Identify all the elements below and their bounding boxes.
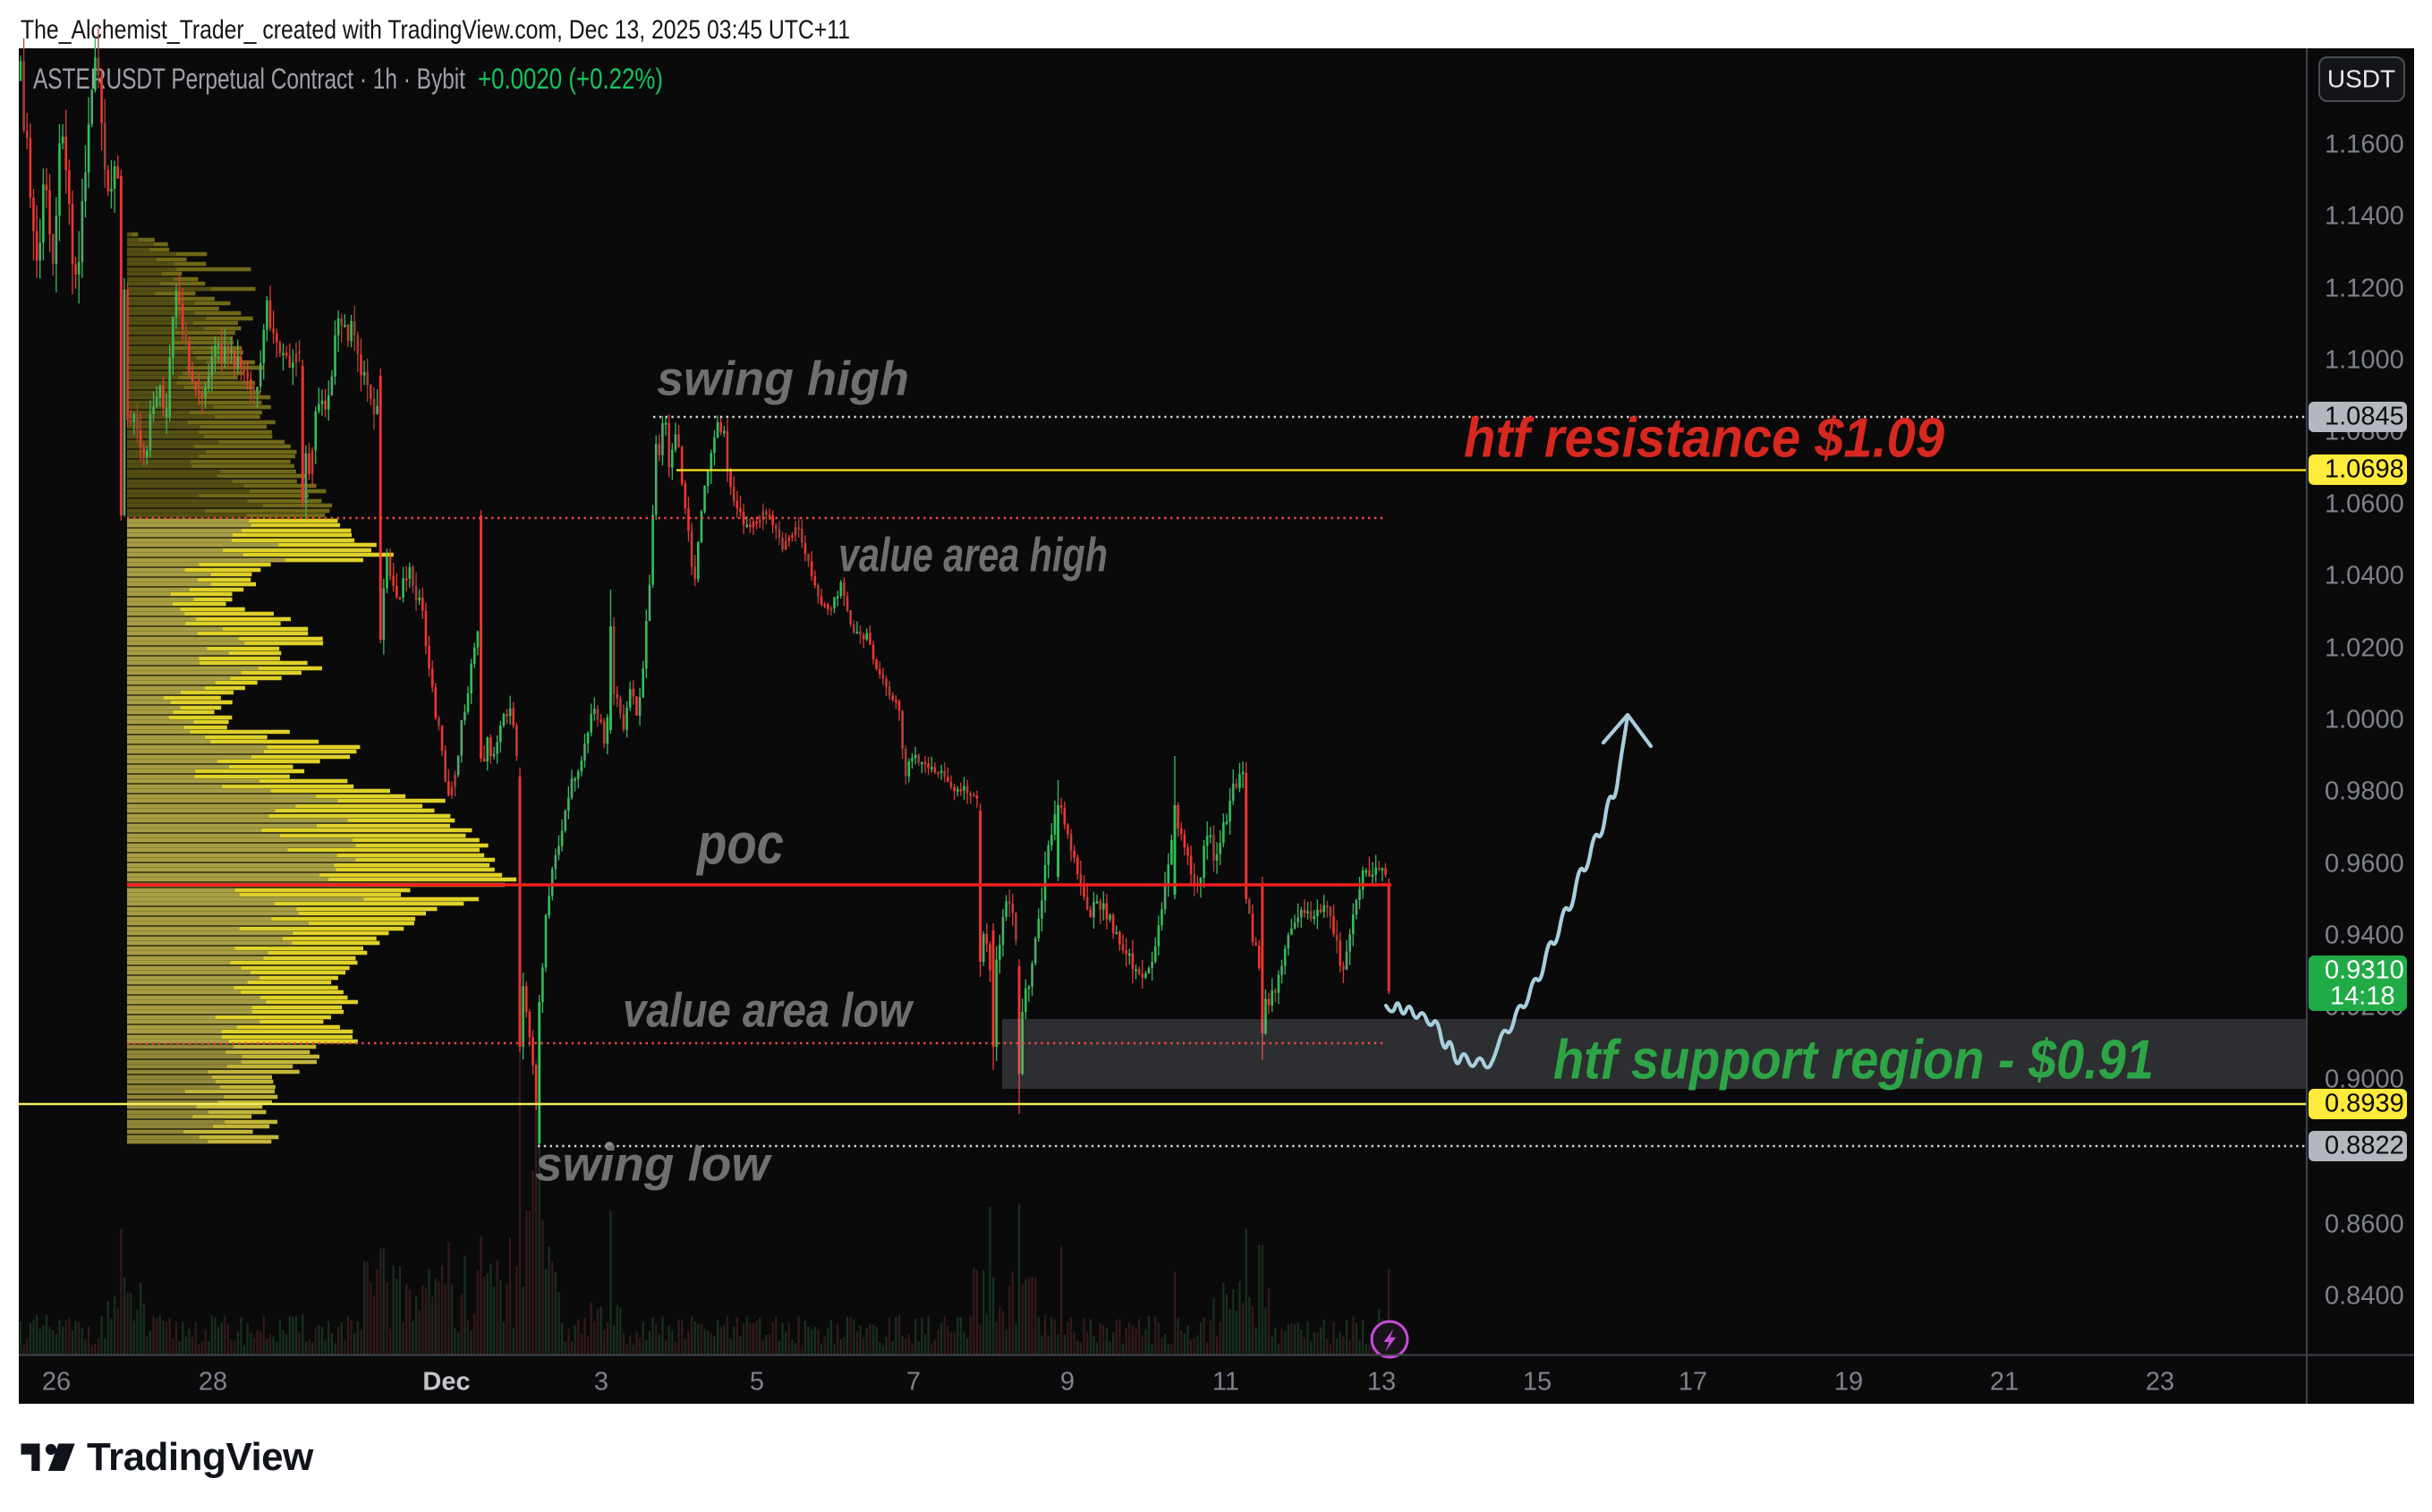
svg-text:0.9310: 0.9310 [2325,956,2404,985]
svg-text:0.9600: 0.9600 [2325,850,2404,879]
svg-text:value area low: value area low [623,983,914,1037]
svg-text:13: 13 [1367,1368,1396,1397]
svg-text:poc: poc [695,811,784,876]
svg-text:swing high: swing high [657,352,909,405]
svg-text:htf resistance $1.09: htf resistance $1.09 [1464,407,1944,469]
svg-text:14:18: 14:18 [2330,982,2395,1011]
svg-text:0.8600: 0.8600 [2325,1210,2404,1239]
svg-text:value area high: value area high [838,528,1108,582]
svg-text:11: 11 [1212,1368,1239,1397]
svg-text:1.0698: 1.0698 [2325,455,2404,484]
svg-text:1.1200: 1.1200 [2325,275,2404,303]
svg-text:+0.0020 (+0.22%): +0.0020 (+0.22%) [478,63,663,95]
svg-text:1.0200: 1.0200 [2325,634,2404,663]
svg-text:21: 21 [1990,1368,2019,1397]
svg-text:1.1400: 1.1400 [2325,202,2404,231]
svg-text:19: 19 [1834,1368,1863,1397]
svg-text:USDT: USDT [2327,64,2395,92]
svg-text:26: 26 [42,1368,71,1397]
svg-text:1.0000: 1.0000 [2325,706,2404,735]
svg-text:23: 23 [2146,1368,2174,1397]
svg-text:9: 9 [1060,1368,1075,1397]
svg-text:TradingView: TradingView [87,1435,314,1479]
svg-text:28: 28 [199,1368,227,1397]
svg-text:ASTERUSDT Perpetual Contract ·: ASTERUSDT Perpetual Contract · 1h · Bybi… [33,63,465,95]
svg-text:1.0600: 1.0600 [2325,490,2404,519]
svg-text:1.1600: 1.1600 [2325,131,2404,159]
svg-text:0.8400: 0.8400 [2325,1282,2404,1311]
svg-text:The_Alchemist_Trader_ created: The_Alchemist_Trader_ created with Tradi… [21,15,850,45]
svg-text:15: 15 [1523,1368,1552,1397]
svg-text:0.8939: 0.8939 [2325,1090,2404,1118]
svg-text:1.0845: 1.0845 [2325,403,2404,431]
svg-text:0.9400: 0.9400 [2325,922,2404,950]
svg-text:7: 7 [906,1368,921,1397]
svg-text:0.9800: 0.9800 [2325,777,2404,806]
svg-text:3: 3 [594,1368,608,1397]
svg-text:1.1000: 1.1000 [2325,346,2404,375]
svg-text:17: 17 [1679,1368,1707,1397]
svg-text:5: 5 [750,1368,764,1397]
svg-text:1.0400: 1.0400 [2325,562,2404,590]
svg-text:swing low: swing low [535,1137,772,1191]
svg-text:0.8822: 0.8822 [2325,1132,2404,1160]
svg-text:Dec: Dec [422,1368,470,1397]
svg-text:htf support region - $0.91: htf support region - $0.91 [1553,1029,2154,1091]
